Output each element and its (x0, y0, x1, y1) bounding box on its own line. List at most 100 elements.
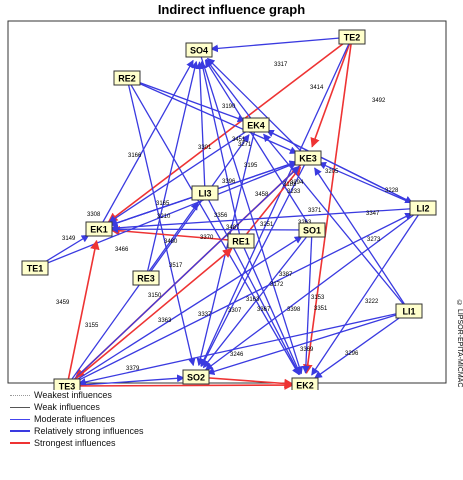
node-label: TE2 (344, 32, 361, 42)
node-li2[interactable]: LI2 (409, 200, 437, 216)
node-box (21, 260, 49, 276)
node-label: SO4 (190, 45, 208, 55)
edge-te3-to-so2 (66, 374, 185, 387)
edge-label: 3351 (314, 306, 328, 312)
edge-label: 3459 (56, 300, 70, 306)
node-label: RE1 (232, 236, 250, 246)
edge-label: 3487 (226, 225, 240, 231)
edge-re3-to-so4 (145, 60, 199, 279)
edge-label: 3492 (372, 98, 386, 104)
edge-te3-to-ek2 (66, 380, 294, 390)
edge-label: 3205 (325, 169, 339, 175)
edge-so1-to-ek1 (110, 225, 313, 233)
legend-label: Moderate influences (34, 414, 116, 424)
edge-label: 3172 (270, 282, 284, 288)
node-so1[interactable]: SO1 (298, 222, 326, 238)
edge-ke3-to-so2 (200, 157, 309, 368)
node-box (227, 233, 255, 249)
node-ek4[interactable]: EK4 (242, 117, 270, 133)
node-re1[interactable]: RE1 (227, 233, 255, 249)
legend-label: Strongest influences (34, 438, 116, 448)
graph-frame (7, 20, 447, 384)
edge-ek4-to-so2 (196, 124, 257, 367)
node-te1[interactable]: TE1 (21, 260, 49, 276)
node-box (242, 117, 270, 133)
edge-te3-to-ek1 (66, 239, 100, 387)
edge-so2-to-ek2 (195, 376, 294, 389)
edge-te2-to-ek2 (303, 36, 353, 375)
node-label: TE1 (27, 263, 44, 273)
edge-label: 3233 (287, 189, 301, 195)
edge-label: 3369 (300, 347, 314, 353)
edge-label: 3246 (230, 352, 244, 358)
node-box (338, 29, 366, 45)
edge-label: 3165 (156, 201, 170, 207)
node-label: LI2 (416, 203, 429, 213)
edge-label: 3155 (85, 323, 99, 329)
edge-label: 3166 (128, 153, 142, 159)
legend-swatch (10, 430, 30, 432)
edge-label: 3370 (200, 235, 214, 241)
legend-item-weak: Weak influences (10, 401, 144, 413)
node-re3[interactable]: RE3 (132, 270, 160, 286)
node-ek2[interactable]: EK2 (291, 377, 319, 390)
edge-li1-to-ek2 (314, 310, 410, 379)
node-te3[interactable]: TE3 (53, 378, 81, 390)
node-label: LI1 (402, 306, 415, 316)
legend-item-strong: Relatively strong influences (10, 425, 144, 437)
edge-li2-to-ke3 (318, 162, 424, 209)
edge-so1-to-ek2 (301, 229, 313, 374)
edge-te2-to-so4 (210, 36, 353, 53)
edge-so4-to-ek2 (198, 49, 303, 375)
page-title: Indirect influence graph (157, 2, 306, 17)
node-label: LI3 (198, 188, 211, 198)
edge-te3-to-ke3 (66, 165, 300, 387)
edge-li2-to-ek1 (110, 207, 424, 232)
edge-label: 3414 (310, 85, 324, 91)
node-ke3[interactable]: KE3 (294, 150, 322, 166)
node-label: EK4 (247, 120, 265, 130)
edge-li3-to-so4 (195, 61, 206, 194)
edge-li1-to-so2 (206, 310, 410, 376)
edge-label: 3273 (367, 237, 381, 243)
edge-label: 3149 (62, 236, 76, 242)
edge-re1-to-ek2 (240, 240, 301, 375)
edge-label: 3228 (385, 188, 399, 194)
node-te2[interactable]: TE2 (338, 29, 366, 45)
legend-label: Relatively strong influences (34, 426, 144, 436)
node-box (191, 185, 219, 201)
node-label: SO1 (303, 225, 321, 235)
edge-te2-to-ek1 (107, 36, 353, 223)
edge-label: 3294 (290, 180, 304, 186)
node-box (113, 70, 141, 86)
edge-label: 3271 (238, 142, 252, 148)
node-so2[interactable]: SO2 (182, 369, 210, 385)
edge-label: 3183 (283, 182, 297, 188)
edge-label: 3398 (287, 307, 301, 313)
node-label: EK2 (296, 380, 314, 390)
legend-swatch (10, 406, 30, 408)
edge-label: 3296 (345, 351, 359, 357)
edge-label: 3150 (148, 293, 162, 299)
node-label: TE3 (59, 381, 76, 390)
node-label: SO2 (187, 372, 205, 382)
node-li1[interactable]: LI1 (395, 303, 423, 319)
edge-so1-to-so2 (202, 229, 313, 369)
edge-li2-to-ek4 (266, 129, 424, 209)
node-ek1[interactable]: EK1 (85, 221, 113, 237)
node-so4[interactable]: SO4 (185, 42, 213, 58)
edge-label: 3337 (198, 312, 212, 318)
node-re2[interactable]: RE2 (113, 70, 141, 86)
node-box (185, 42, 213, 58)
edge-label: 3251 (260, 222, 274, 228)
edge-te3-to-li3 (66, 202, 199, 387)
legend: Weakest influences Weak influences Moderat… (10, 389, 144, 449)
legend-item-strongest: Strongest influences (10, 437, 144, 449)
edge-te2-to-so2 (200, 36, 353, 367)
edge-li1-to-te3 (77, 310, 410, 386)
node-li3[interactable]: LI3 (191, 185, 219, 201)
edge-li2-to-ek2 (311, 207, 424, 376)
node-box (291, 377, 319, 390)
